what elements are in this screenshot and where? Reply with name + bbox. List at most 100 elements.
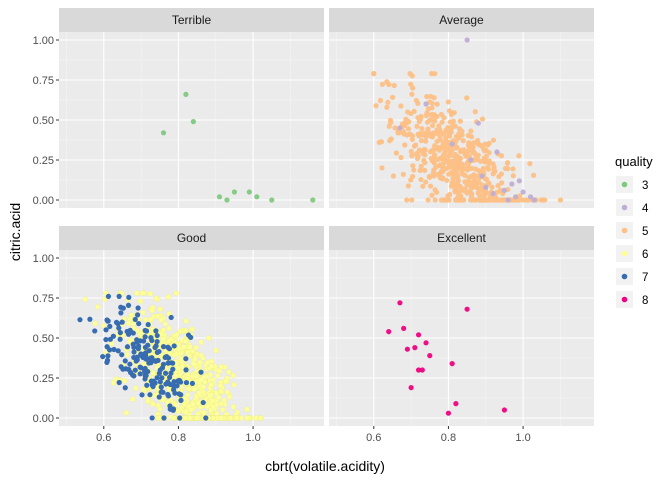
data-point [183,395,189,402]
data-point [423,340,429,346]
data-point [423,134,429,140]
data-point [397,300,403,306]
data-point [207,392,213,399]
data-point [209,398,216,404]
data-point [516,153,522,159]
data-point [439,119,445,125]
data-point [193,373,199,379]
data-point [125,320,132,326]
data-point [454,197,460,203]
data-point [105,293,112,299]
y-tick-label: 0.25 [33,155,54,167]
data-point [176,391,182,397]
data-point [489,184,495,190]
data-point [483,184,489,190]
data-point [401,129,407,135]
data-point [483,153,489,159]
data-point [485,164,491,170]
data-point [226,394,233,400]
data-point [504,160,511,167]
data-point [427,133,433,139]
data-point [218,415,224,421]
data-point [127,369,134,376]
data-point [92,328,98,334]
data-point [156,415,162,421]
data-point [170,366,176,372]
data-point [178,397,184,403]
data-point [136,320,142,327]
data-point [388,136,394,142]
data-point [425,127,431,133]
facet-label-good: Good [177,231,206,245]
data-point [94,304,101,310]
data-point [103,336,109,343]
data-point [464,37,470,43]
data-point [379,165,385,171]
data-point [132,367,138,373]
legend-label: 7 [642,272,648,284]
data-point [82,296,88,303]
data-point [460,197,466,203]
data-point [405,126,412,132]
series-average-quality-4 [397,37,537,203]
data-point [454,163,460,170]
data-point [180,344,187,350]
series-good-quality-7 [77,293,209,421]
series-terrible-quality-3 [160,91,316,203]
data-point [409,197,415,203]
data-point [219,407,226,413]
data-point [490,191,496,197]
data-point [143,373,149,379]
data-point [486,150,492,156]
data-point [482,141,488,147]
data-point [166,338,172,344]
data-point [445,99,451,105]
y-tick-label: 0.75 [33,75,54,87]
facet-label-excellent: Excellent [437,231,486,245]
data-point [425,197,431,203]
data-point [401,325,407,331]
data-point [152,358,159,364]
data-point [387,117,394,123]
data-point [162,370,169,376]
legend-swatch [621,204,628,211]
data-point [471,197,477,203]
data-point [440,164,446,171]
data-point [137,371,143,377]
data-point [150,370,157,376]
data-point [472,174,479,180]
y-tick-label: 0.00 [33,413,54,425]
data-point [119,319,125,325]
data-point [479,173,485,179]
data-point [418,163,424,169]
legend-label: 4 [642,203,649,215]
data-point [227,415,234,421]
data-point [87,316,93,322]
data-point [468,173,474,180]
data-point [459,128,465,134]
data-point [450,158,457,164]
data-point [458,148,465,154]
data-point [116,293,122,299]
data-point [413,142,419,148]
data-point [540,197,546,203]
data-point [517,193,523,199]
data-point [175,365,182,371]
data-point [414,123,420,129]
y-tick-label: 0.75 [33,293,54,305]
data-point [408,110,414,117]
panel-excellent: Excellent [329,226,594,426]
data-point [150,401,156,407]
data-point [453,401,459,407]
data-point [196,390,202,396]
data-point [177,415,183,421]
data-point [431,152,438,158]
data-point [174,331,180,338]
data-point [145,321,151,328]
data-point [441,115,447,121]
data-point [178,384,185,390]
data-point [160,344,167,350]
data-point [419,126,425,132]
data-point [125,302,132,308]
data-point [104,344,110,350]
